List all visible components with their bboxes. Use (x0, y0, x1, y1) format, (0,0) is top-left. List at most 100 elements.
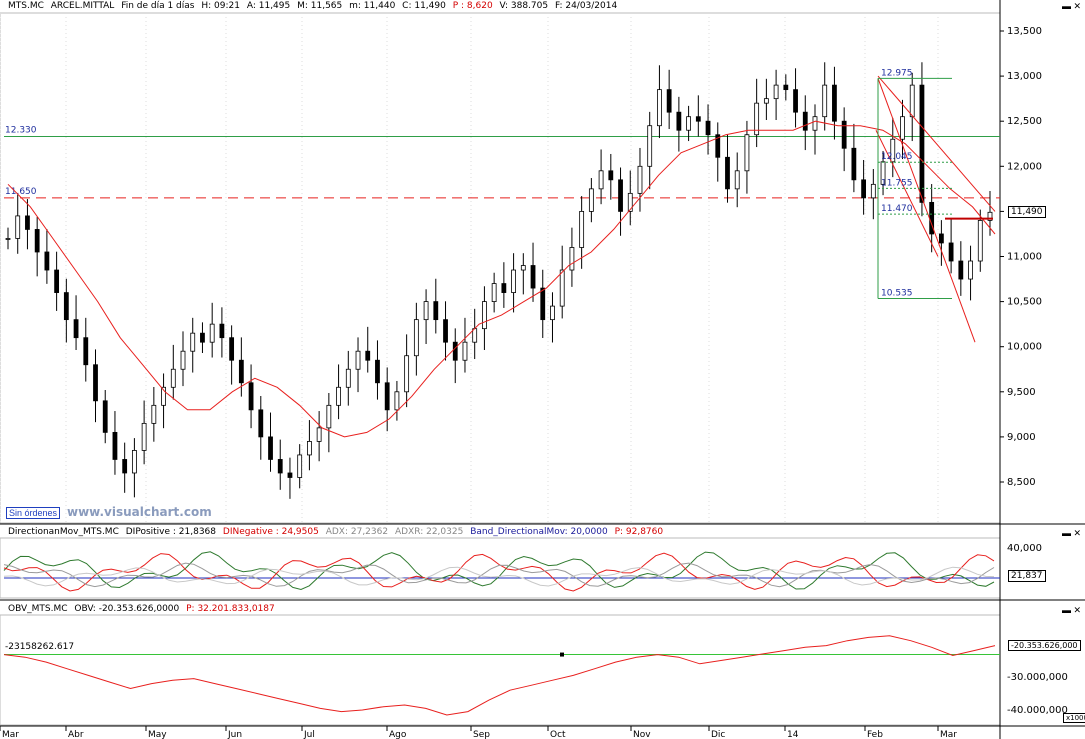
x-tick-label: Mar (940, 730, 957, 739)
candle-body (423, 301, 429, 321)
orders-status[interactable]: Sin órdenes (6, 507, 61, 519)
candle-body (530, 265, 536, 289)
obv-badge: -20.353.626,000 (1008, 640, 1081, 651)
low: m: 11,440 (349, 1, 396, 11)
candle-body (200, 332, 205, 343)
candle-body (122, 459, 128, 474)
candle-body (851, 147, 857, 181)
candle-body (968, 260, 973, 280)
x-tick-label: Jul (303, 730, 315, 739)
obv-left-label: -23158262.617 (5, 642, 75, 652)
candle-body (462, 341, 468, 361)
x-tick-label: Mar (2, 730, 19, 739)
candle-body (705, 120, 711, 136)
candle-body (73, 319, 79, 339)
fib-level-label: 10.535 (881, 288, 913, 298)
candle-body (433, 301, 439, 321)
dmi-name: DirectionanMov_MTS.MC (8, 527, 119, 537)
moving-average-line (7, 120, 996, 438)
candle-body (443, 319, 448, 343)
candle-body (394, 391, 400, 411)
candle-body (131, 450, 137, 474)
candle-body (822, 84, 828, 118)
candle-body (83, 337, 89, 366)
obv-y-tick-label: -40.000,000 (1007, 705, 1068, 716)
candle-body (404, 355, 410, 393)
obv-line (3, 635, 996, 716)
candle-body (832, 84, 837, 122)
x1000-badge: x1000 (1063, 713, 1085, 723)
x-tick-label: Jun (227, 730, 242, 739)
candle-body (579, 210, 585, 248)
dmi-header: DirectionanMov_MTS.MC DIPositive : 21,83… (8, 526, 667, 539)
candle-body (63, 292, 69, 321)
pane-controls-dmi[interactable]: ▬ ✕ (1061, 528, 1081, 538)
candle-body (180, 350, 186, 370)
candle-body (627, 192, 633, 212)
candle-body (734, 170, 740, 190)
adx-value: ADX: 27,2362 (325, 527, 389, 537)
band-value: Band_DirectionalMov: 20,0000 (470, 527, 608, 537)
candle-body (375, 359, 380, 384)
candle-body (559, 269, 565, 307)
x-tick-label: 14 (787, 730, 799, 739)
candle-body (550, 305, 555, 321)
candle-body (277, 459, 283, 474)
candle-body (812, 116, 818, 131)
obv-value: OBV: -20.353.626,0000 (74, 604, 180, 614)
channel-upper-line (877, 78, 976, 343)
candle-body (238, 359, 244, 384)
candle-body (919, 84, 925, 203)
candle-body (161, 386, 166, 406)
candle-body (413, 319, 419, 357)
candle-body (25, 215, 30, 230)
candle-body (491, 283, 497, 302)
candle-body (647, 125, 653, 167)
candle-body (268, 436, 273, 460)
candle-body (861, 179, 867, 199)
candle-body (900, 116, 905, 140)
adxr-line (3, 566, 995, 587)
pane-controls-obv[interactable]: ▬ ✕ (1061, 605, 1081, 615)
period: Fin de día 1 días (121, 1, 195, 11)
close: C: 11,490 (402, 1, 446, 11)
price-pane (0, 12, 1001, 524)
candle-body (754, 102, 760, 136)
fib-level-label: 11.755 (881, 178, 913, 188)
candle-body (763, 98, 769, 104)
date: F: 24/03/2014 (554, 1, 618, 11)
candle-body (54, 269, 60, 293)
candle-body (744, 134, 750, 172)
resistance-label: 12.330 (5, 126, 37, 136)
candle-body (297, 454, 303, 478)
candle-body (520, 265, 526, 271)
obv-pane (0, 614, 1001, 726)
pane-controls-price[interactable]: ▬ ✕ (1061, 1, 1081, 11)
obv-name: OBV_MTS.MC (8, 604, 68, 614)
x-tick-label: Oct (550, 730, 566, 739)
candle-body (715, 134, 721, 158)
candle-body (977, 220, 983, 262)
candle-body (151, 404, 157, 424)
watermark: www.visualchart.com (67, 505, 212, 519)
candle-body (336, 386, 341, 406)
din-line (3, 552, 995, 592)
x-tick-label: Feb (867, 730, 883, 739)
y-tick-label: 8,500 (1007, 477, 1036, 488)
adxr-value: ADXR: 22,0325 (394, 527, 464, 537)
candle-body (452, 341, 458, 361)
dmi-p-value: P: 92,8760 (614, 527, 664, 537)
candle-body (190, 332, 196, 352)
candle-body (695, 116, 701, 122)
candle-body (802, 111, 808, 131)
y-tick-label: 12,500 (1007, 116, 1042, 127)
candle-body (657, 89, 662, 127)
x-tick-label: Abr (68, 730, 84, 739)
obv-p-value: P: 32.201.833,0187 (186, 604, 275, 614)
candle-body (569, 247, 575, 271)
y-tick-label: 13,500 (1007, 26, 1042, 37)
candle-body (686, 116, 691, 131)
support-label: 11.650 (5, 187, 37, 197)
y-tick-label: 11,000 (1007, 252, 1042, 263)
